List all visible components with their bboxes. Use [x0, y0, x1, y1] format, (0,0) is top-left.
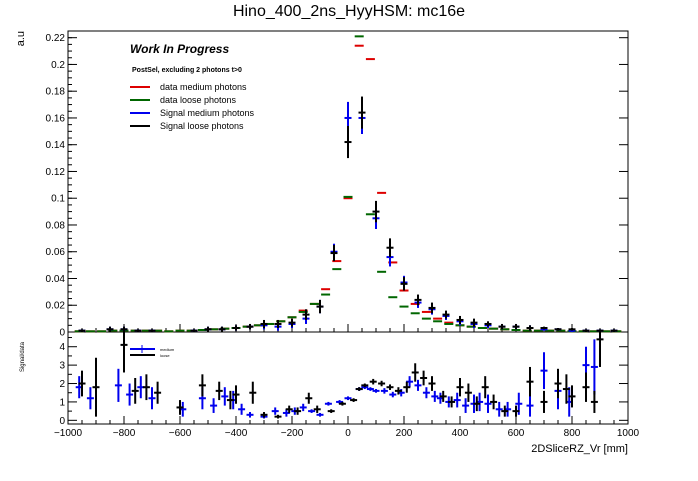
lower-y-tick-label: 1	[59, 397, 65, 408]
upper-y-tick-label: 0.22	[46, 33, 66, 44]
lower-x-tick-label: 600	[508, 428, 525, 439]
upper-y-tick-label: 0.04	[46, 274, 66, 285]
lower-x-tick-label: −600	[169, 428, 192, 439]
legend-label-signal-medium: Signal medium photons	[160, 108, 255, 118]
legend-label-signal-loose: Signal loose photons	[160, 121, 244, 131]
lower-y-tick-label: 2	[59, 379, 65, 390]
lower-x-tick-label: 0	[345, 428, 351, 439]
lower-x-tick-label: −800	[113, 428, 136, 439]
lower-x-tick-label: 200	[396, 428, 413, 439]
selection-label: PostSel, excluding 2 photons t>0	[132, 67, 242, 74]
upper-y-axis-label: a.u	[15, 31, 27, 46]
lower-y-axis-label: Signal/data	[20, 341, 26, 372]
lower-x-tick-label: −200	[281, 428, 304, 439]
lower-x-tick-label: −400	[225, 428, 248, 439]
lower-x-tick-label: 1000	[617, 428, 640, 439]
upper-y-tick-label: 0.16	[46, 113, 66, 124]
upper-y-tick-label: 0.2	[51, 60, 65, 71]
work-in-progress-label: Work In Progress	[130, 42, 229, 56]
lower-y-tick-label: 3	[59, 361, 65, 372]
legend-label-loose: loose	[160, 353, 170, 358]
legend-label-data-loose: data loose photons	[160, 95, 237, 105]
upper-y-tick-label: 0.12	[46, 167, 66, 178]
lower-x-tick-label: 800	[564, 428, 581, 439]
upper-y-tick-label: 0	[59, 328, 65, 339]
chart-title: Hino_400_2ns_HyyHSM: mc16e	[233, 3, 465, 20]
lower-x-tick-label: 400	[452, 428, 469, 439]
lower-y-tick-label: 0	[59, 416, 65, 427]
legend-label-data-medium: data medium photons	[160, 82, 247, 92]
lower-y-tick-label: 4	[59, 342, 65, 353]
axes-layer: 0 0.02 0.04 0.06 0.08 0.1 0.12 0.14 0.16 0.18 0.2 0…	[46, 33, 640, 439]
x-axis-label: 2DSliceRZ_Vr [mm]	[531, 443, 628, 455]
upper-y-tick-label: 0.06	[46, 247, 66, 258]
upper-plot-frame	[67, 30, 629, 333]
upper-y-tick-label: 0.18	[46, 87, 66, 98]
upper-y-tick-label: 0.08	[46, 220, 66, 231]
upper-legend: data medium photons data loose photons S…	[130, 82, 255, 131]
marks-layer	[74, 35, 622, 419]
lower-x-tick-label: −1000	[54, 428, 83, 439]
upper-y-tick-label: 0.14	[46, 140, 66, 151]
upper-y-tick-label: 0.1	[51, 194, 65, 205]
upper-y-tick-label: 0.02	[46, 301, 66, 312]
legend-label-medium: medium	[160, 347, 175, 352]
lower-legend: medium loose	[130, 345, 175, 358]
